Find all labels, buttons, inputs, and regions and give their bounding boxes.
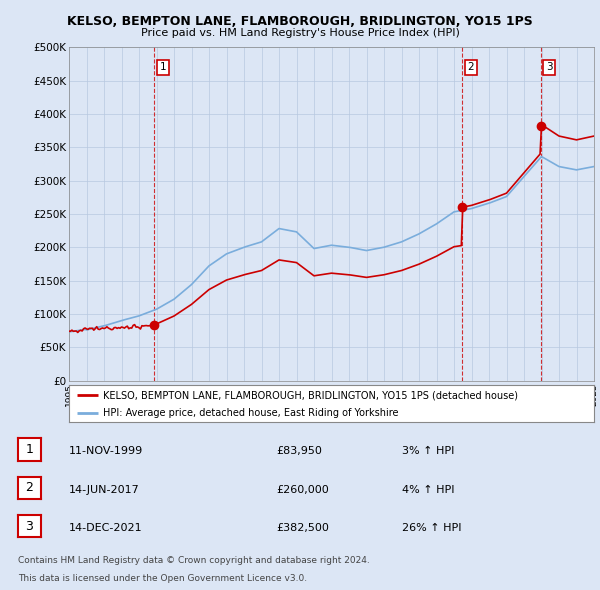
Text: 2: 2 (25, 481, 34, 494)
Text: 26% ↑ HPI: 26% ↑ HPI (402, 523, 461, 533)
Text: KELSO, BEMPTON LANE, FLAMBOROUGH, BRIDLINGTON, YO15 1PS (detached house): KELSO, BEMPTON LANE, FLAMBOROUGH, BRIDLI… (103, 390, 518, 400)
Text: This data is licensed under the Open Government Licence v3.0.: This data is licensed under the Open Gov… (18, 574, 307, 583)
Text: 4% ↑ HPI: 4% ↑ HPI (402, 485, 455, 494)
Text: 1: 1 (160, 62, 166, 72)
Text: Price paid vs. HM Land Registry's House Price Index (HPI): Price paid vs. HM Land Registry's House … (140, 28, 460, 38)
Text: £382,500: £382,500 (276, 523, 329, 533)
Text: 3: 3 (546, 62, 553, 72)
Text: 14-JUN-2017: 14-JUN-2017 (69, 485, 140, 494)
Text: £260,000: £260,000 (276, 485, 329, 494)
Text: 3% ↑ HPI: 3% ↑ HPI (402, 447, 454, 456)
Text: 2: 2 (467, 62, 474, 72)
Text: KELSO, BEMPTON LANE, FLAMBOROUGH, BRIDLINGTON, YO15 1PS: KELSO, BEMPTON LANE, FLAMBOROUGH, BRIDLI… (67, 15, 533, 28)
Text: 1: 1 (25, 443, 34, 456)
Text: Contains HM Land Registry data © Crown copyright and database right 2024.: Contains HM Land Registry data © Crown c… (18, 556, 370, 565)
Text: HPI: Average price, detached house, East Riding of Yorkshire: HPI: Average price, detached house, East… (103, 408, 398, 418)
Text: 14-DEC-2021: 14-DEC-2021 (69, 523, 143, 533)
Text: £83,950: £83,950 (276, 447, 322, 456)
Text: 11-NOV-1999: 11-NOV-1999 (69, 447, 143, 456)
Text: 3: 3 (25, 520, 34, 533)
